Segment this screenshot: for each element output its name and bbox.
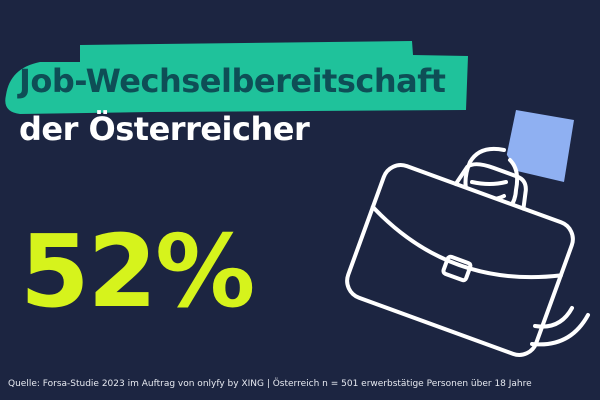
headline-title: Job-Wechselbereitschaft: [19, 62, 446, 100]
source-footnote: Quelle: Forsa-Studie 2023 im Auftrag von…: [8, 379, 532, 389]
stat-value: 52%: [20, 213, 255, 330]
headline-subtitle: der Österreicher: [19, 110, 310, 148]
briefcase-in-hand-icon: [345, 110, 590, 357]
